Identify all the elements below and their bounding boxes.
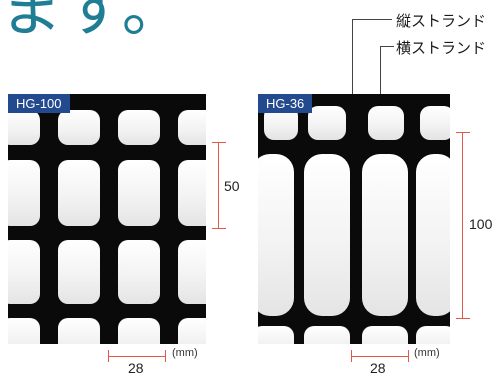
hg100-badge: HG-100 <box>8 94 70 113</box>
hg36-badge: HG-36 <box>258 94 313 113</box>
vertical-strand-label: 縦ストランド <box>396 12 487 30</box>
vertical-strand-leader-h <box>352 19 392 20</box>
hg36-width-dim-right <box>408 350 409 362</box>
hg36-mesh-photo: HG-36 <box>258 94 450 344</box>
horizontal-strand-label: 横ストランド <box>396 39 487 57</box>
hg100-height-dim-line <box>218 142 219 228</box>
hg36-height-dim-top <box>456 132 470 133</box>
hg100-width-dim-label: 28 <box>128 360 144 376</box>
hg36-height-dim-label: 100 <box>469 216 493 232</box>
hg100-width-dim-line <box>108 356 166 357</box>
hg100-unit: (mm) <box>172 347 198 359</box>
hg100-mesh-photo: HG-100 <box>8 94 206 344</box>
hg100-height-dim-top <box>212 142 226 143</box>
hg100-width-dim-right <box>165 350 166 362</box>
hg100-height-dim-bottom <box>212 228 226 229</box>
heading-text: ます。 <box>0 0 186 45</box>
hg36-width-dim-label: 28 <box>370 360 386 376</box>
hg36-height-dim-line <box>462 132 463 318</box>
horizontal-strand-leader-h <box>380 46 394 47</box>
vertical-strand-leader-v <box>352 19 353 146</box>
hg36-width-dim-line <box>351 356 409 357</box>
hg100-height-dim-label: 50 <box>224 178 240 194</box>
hg36-height-dim-bottom <box>456 318 470 319</box>
hg36-unit: (mm) <box>414 347 440 359</box>
